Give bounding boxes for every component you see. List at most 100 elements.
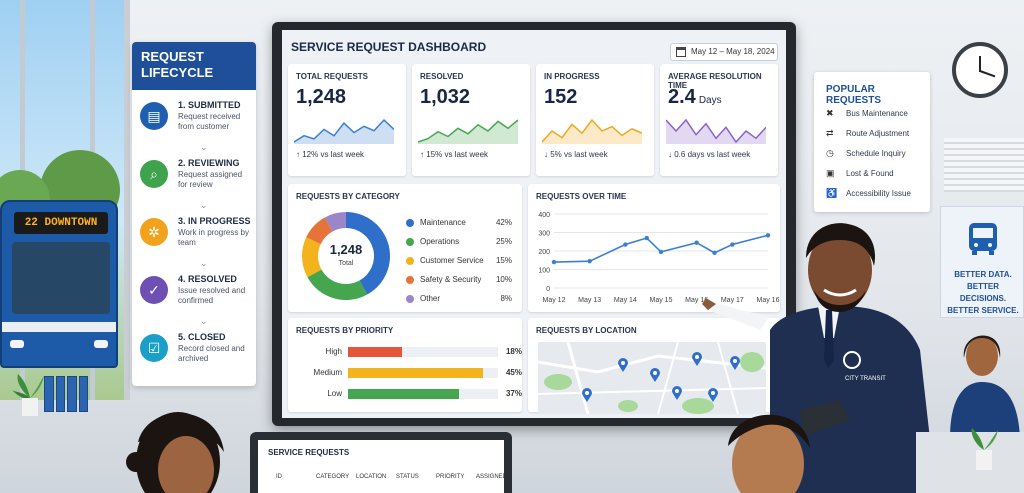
kpi-sparkline bbox=[418, 119, 518, 144]
legend-pct: 42% bbox=[495, 218, 512, 227]
bus-icon bbox=[969, 223, 997, 255]
y-tick-label: 200 bbox=[538, 249, 550, 256]
priority-name: High bbox=[325, 347, 342, 356]
legend-item: Maintenance 42% bbox=[406, 218, 512, 230]
data-point bbox=[712, 250, 717, 256]
priority-row: High 18% bbox=[298, 346, 522, 358]
map-graphic bbox=[538, 342, 766, 414]
popular-item-label: Bus Maintenance bbox=[846, 109, 908, 118]
bus-headlight bbox=[94, 340, 108, 348]
popular-item: ♿ Accessibility Issue bbox=[826, 188, 926, 202]
priority-row: Medium 45% bbox=[298, 367, 522, 379]
laptop-title: SERVICE REQUESTS bbox=[268, 448, 350, 457]
lifecycle-step-name: 1. SUBMITTED bbox=[178, 100, 241, 110]
data-point bbox=[765, 233, 771, 238]
laptop-column-header: CATEGORY bbox=[316, 474, 350, 480]
map-pin-icon bbox=[582, 388, 592, 402]
sparkline-area bbox=[542, 120, 642, 144]
route-icon: ⇄ bbox=[826, 128, 834, 138]
priority-bar bbox=[348, 368, 483, 378]
legend-swatch bbox=[406, 276, 414, 284]
category-card: REQUESTS BY CATEGORY 1,248 Total Mainten… bbox=[288, 184, 522, 312]
donut-slice bbox=[346, 212, 391, 295]
map-pin-icon bbox=[708, 388, 718, 402]
bus-route-sign: 22 DOWNTOWN bbox=[14, 212, 108, 234]
clipboard-check-icon: ☑ bbox=[140, 334, 168, 362]
location-card: REQUESTS BY LOCATION bbox=[528, 318, 780, 414]
data-point bbox=[658, 249, 664, 255]
priority-pct: 37% bbox=[505, 389, 522, 398]
city-bus: 22 DOWNTOWN bbox=[0, 200, 118, 368]
donut-slice bbox=[324, 212, 346, 232]
kpi-label: TOTAL REQUESTS bbox=[296, 72, 369, 81]
date-range-picker[interactable]: May 12 – May 18, 2024 bbox=[670, 43, 778, 61]
donut-slice bbox=[306, 217, 333, 245]
map-pin-icon bbox=[650, 368, 660, 382]
kpi-number: 1,248 bbox=[296, 86, 347, 108]
sparkline-line bbox=[542, 118, 642, 143]
sparkline-line bbox=[294, 118, 394, 143]
location-title: REQUESTS BY LOCATION bbox=[536, 326, 637, 335]
kpi-sparkline bbox=[294, 118, 394, 144]
map-pin-icon bbox=[730, 356, 740, 370]
laptop-column-header: LOCATION bbox=[356, 474, 387, 480]
lifecycle-step-name: 4. RESOLVED bbox=[178, 274, 237, 284]
kpi-unit: Days bbox=[698, 95, 722, 106]
legend-name: Safety & Security bbox=[420, 275, 482, 284]
slogan-text: BETTER DATA. BETTER DECISIONS. BETTER SE… bbox=[945, 269, 1021, 317]
donut-center-label: Total bbox=[338, 260, 354, 267]
kpi-number: 1,032 bbox=[420, 86, 471, 108]
air-vent bbox=[944, 138, 1024, 192]
category-title: REQUESTS BY CATEGORY bbox=[296, 192, 400, 201]
request-lifecycle-board: REQUEST LIFECYCLE ▤ 1. SUBMITTED Request r… bbox=[132, 42, 256, 386]
laptop-column-header: STATUS bbox=[396, 474, 419, 480]
x-tick-label: May 13 bbox=[578, 297, 601, 304]
kpi-delta: ↑ 15% vs last week bbox=[420, 150, 489, 159]
wheelchair-icon: ♿ bbox=[826, 188, 838, 198]
data-point bbox=[730, 242, 735, 247]
slogan-poster: BETTER DATA. BETTER DECISIONS. BETTER SE… bbox=[940, 206, 1024, 318]
priority-title: REQUESTS BY PRIORITY bbox=[296, 326, 394, 335]
lifecycle-step: ✓ 4. RESOLVED Issue resolved and confirmed bbox=[140, 272, 252, 324]
data-point bbox=[587, 258, 592, 264]
lifecycle-step-name: 2. REVIEWING bbox=[178, 158, 240, 168]
desk-plant bbox=[971, 428, 998, 470]
calendar-icon bbox=[676, 47, 686, 57]
y-tick-label: 400 bbox=[538, 212, 550, 219]
priority-track bbox=[348, 389, 498, 399]
category-donut bbox=[302, 212, 391, 301]
legend-item: Customer Service 15% bbox=[406, 256, 512, 268]
priority-track bbox=[348, 347, 498, 357]
priority-pct: 18% bbox=[505, 347, 522, 356]
legend-swatch bbox=[406, 219, 414, 227]
priority-card: REQUESTS BY PRIORITY High 18% Medium 45% Low… bbox=[288, 318, 522, 412]
bus-stripe bbox=[2, 322, 116, 332]
legend-swatch bbox=[406, 257, 414, 265]
clipboard-icon: ▤ bbox=[140, 102, 168, 130]
lifecycle-step-desc: Issue resolved and confirmed bbox=[178, 286, 246, 305]
kpi-label: RESOLVED bbox=[420, 72, 464, 81]
priority-bar bbox=[348, 347, 402, 357]
priority-name: Medium bbox=[313, 368, 342, 377]
legend-pct: 15% bbox=[495, 256, 512, 265]
legend-item: Safety & Security 10% bbox=[406, 275, 512, 287]
wall-monitor: SERVICE REQUEST DASHBOARD May 12 – May 1… bbox=[272, 22, 796, 426]
kpi-sparkline bbox=[666, 118, 766, 144]
lifecycle-step-name: 3. IN PROGRESS bbox=[178, 216, 251, 226]
priority-row: Low 37% bbox=[298, 388, 522, 400]
slogan-line: BETTER DATA. bbox=[954, 270, 1012, 279]
location-map[interactable] bbox=[538, 342, 766, 414]
data-point bbox=[644, 235, 649, 241]
priority-pct: 45% bbox=[505, 368, 522, 377]
popular-item-label: Route Adjustment bbox=[846, 129, 910, 138]
laptop-screen: SERVICE REQUESTS ID CATEGORY LOCATION STATU… bbox=[258, 440, 504, 493]
over-time-card: REQUESTS OVER TIME 0 100 200 300 400 May 12 Ma… bbox=[528, 184, 780, 312]
binders bbox=[44, 376, 88, 412]
slogan-line: BETTER SERVICE. bbox=[947, 306, 1019, 315]
sparkline-area bbox=[294, 120, 394, 144]
lifecycle-step-name: 5. CLOSED bbox=[178, 332, 226, 342]
chevron-down-icon: ⌄ bbox=[200, 258, 208, 268]
donut-slice bbox=[302, 237, 322, 278]
gear-icon: ✲ bbox=[140, 218, 168, 246]
donut-slice bbox=[307, 269, 368, 301]
